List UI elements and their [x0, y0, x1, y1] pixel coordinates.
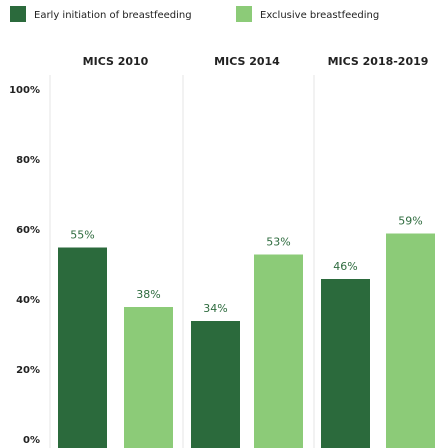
bar [191, 321, 240, 448]
value-label: 55% [70, 229, 94, 242]
legend-swatch [10, 6, 26, 22]
y-tick-label: 80% [16, 155, 40, 166]
y-tick-label: 60% [16, 225, 40, 236]
x-tick-label: MICS 2010 [83, 55, 149, 68]
bar [58, 247, 107, 448]
legend-label: Early initiation of breastfeeding [34, 10, 192, 21]
legend-swatch [236, 6, 252, 22]
bar [321, 279, 370, 448]
y-tick-label: 40% [16, 295, 40, 306]
bar [124, 307, 173, 448]
value-label: 46% [333, 260, 357, 273]
y-tick-label: 20% [16, 365, 40, 376]
value-label: 59% [398, 215, 422, 228]
bar [254, 254, 303, 448]
x-tick-label: MICS 2014 [214, 55, 280, 68]
value-label: 34% [203, 302, 227, 315]
y-tick-label: 100% [9, 85, 40, 96]
y-tick-label: 0% [23, 435, 40, 446]
x-tick-label: MICS 2018-2019 [328, 55, 429, 68]
bar [386, 233, 435, 448]
value-label: 38% [136, 288, 160, 301]
legend-label: Exclusive breastfeeding [260, 10, 379, 21]
value-label: 53% [266, 236, 290, 249]
